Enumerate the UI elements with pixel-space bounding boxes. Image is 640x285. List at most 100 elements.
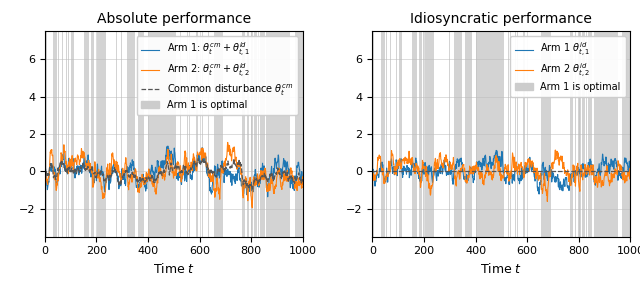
Bar bbox=[266, 31, 290, 237]
Arm 1 $\theta_{t,1}^{id}$ bbox=[570, 172, 578, 175]
Common disturbance $\theta_t^{cm}$ bbox=[252, 176, 260, 180]
Bar bbox=[372, 31, 374, 237]
Bar bbox=[84, 31, 90, 237]
Arm 2 $\theta_{t,2}^{id}$ bbox=[597, 180, 605, 183]
Arm 1: $\theta_t^{cm} + \theta_{t,1}^{id}$: (203, 0.176): $\theta_t^{cm} + \theta_{t,1}^{id}$: (20… bbox=[93, 166, 101, 170]
Arm 2: $\theta_t^{cm} + \theta_{t,2}^{id}$: (0, 0): $\theta_t^{cm} + \theta_{t,2}^{id}$: (0,… bbox=[41, 170, 49, 173]
Arm 2 $\theta_{t,2}^{id}$ bbox=[369, 170, 376, 173]
Arm 1: $\theta_t^{cm} + \theta_{t,1}^{id}$: (61, 0.322): $\theta_t^{cm} + \theta_{t,1}^{id}$: (61… bbox=[57, 164, 65, 167]
Arm 2: $\theta_t^{cm} + \theta_{t,2}^{id}$: (804, -1.95): $\theta_t^{cm} + \theta_{t,2}^{id}$: (80… bbox=[248, 206, 256, 209]
Bar bbox=[294, 31, 303, 237]
Bar bbox=[254, 31, 257, 237]
Common disturbance $\theta_t^{cm}$ bbox=[269, 179, 277, 182]
Bar bbox=[53, 31, 58, 237]
Bar bbox=[419, 31, 422, 237]
Legend: Arm 1 $\theta_{t,1}^{id}$, Arm 2 $\theta_{t,2}^{id}$, Arm 1 is optimal: Arm 1 $\theta_{t,1}^{id}$, Arm 2 $\theta… bbox=[510, 36, 625, 97]
Arm 1 $\theta_{t,1}^{id}$ bbox=[421, 164, 429, 167]
Bar bbox=[386, 31, 387, 237]
Line: Arm 1 $\theta_{t,1}^{id}$: Arm 1 $\theta_{t,1}^{id}$ bbox=[372, 150, 630, 194]
Arm 1 $\theta_{t,1}^{id}$ bbox=[614, 177, 622, 180]
Bar bbox=[465, 31, 472, 237]
Arm 1 $\theta_{t,1}^{id}$ bbox=[597, 168, 605, 171]
Bar bbox=[454, 31, 463, 237]
Bar bbox=[425, 31, 434, 237]
Bar bbox=[516, 31, 518, 237]
Bar bbox=[582, 31, 585, 237]
Bar bbox=[214, 31, 223, 237]
Arm 1: $\theta_t^{cm} + \theta_{t,1}^{id}$: (1e+03, -0.628): $\theta_t^{cm} + \theta_{t,1}^{id}$: (1e… bbox=[299, 181, 307, 185]
Legend: Arm 1: $\theta_t^{cm} + \theta_{t,1}^{id}$, Arm 2: $\theta_t^{cm} + \theta_{t,2}: Arm 1: $\theta_t^{cm} + \theta_{t,1}^{id… bbox=[136, 36, 298, 115]
Arm 1 $\theta_{t,1}^{id}$ bbox=[369, 170, 376, 173]
Title: Idiosyncratic performance: Idiosyncratic performance bbox=[410, 12, 593, 26]
Bar bbox=[97, 31, 106, 237]
Bar bbox=[541, 31, 551, 237]
Bar bbox=[508, 31, 509, 237]
Bar bbox=[412, 31, 417, 237]
Bar bbox=[570, 31, 573, 237]
Bar bbox=[182, 31, 183, 237]
Bar bbox=[92, 31, 94, 237]
Bar bbox=[524, 31, 525, 237]
Arm 2 $\theta_{t,2}^{id}$ bbox=[385, 169, 392, 173]
Bar bbox=[243, 31, 245, 237]
Arm 1: $\theta_t^{cm} + \theta_{t,1}^{id}$: (864, -1.37): $\theta_t^{cm} + \theta_{t,1}^{id}$: (86… bbox=[264, 195, 271, 198]
Arm 1 $\theta_{t,1}^{id}$ bbox=[535, 192, 543, 196]
Arm 1: $\theta_t^{cm} + \theta_{t,1}^{id}$: (886, -0.398): $\theta_t^{cm} + \theta_{t,1}^{id}$: (88… bbox=[269, 177, 277, 180]
Bar bbox=[399, 31, 402, 237]
Bar bbox=[148, 31, 177, 237]
Bar bbox=[529, 31, 531, 237]
Bar bbox=[247, 31, 249, 237]
Arm 2: $\theta_t^{cm} + \theta_{t,2}^{id}$: (818, -0.46): $\theta_t^{cm} + \theta_{t,2}^{id}$: (81… bbox=[252, 178, 260, 182]
Bar bbox=[579, 31, 580, 237]
Common disturbance $\theta_t^{cm}$ bbox=[287, 176, 294, 180]
Line: Arm 1: $\theta_t^{cm} + \theta_{t,1}^{id}$: Arm 1: $\theta_t^{cm} + \theta_{t,1}^{id… bbox=[45, 146, 303, 197]
Arm 2: $\theta_t^{cm} + \theta_{t,2}^{id}$: (61, 0.449): $\theta_t^{cm} + \theta_{t,2}^{id}$: (61… bbox=[57, 161, 65, 165]
Line: Arm 2: $\theta_t^{cm} + \theta_{t,2}^{id}$: Arm 2: $\theta_t^{cm} + \theta_{t,2}^{id… bbox=[45, 142, 303, 208]
Line: Common disturbance $\theta_t^{cm}$: Common disturbance $\theta_t^{cm}$ bbox=[45, 158, 303, 189]
Arm 1: $\theta_t^{cm} + \theta_{t,1}^{id}$: (817, -0.12): $\theta_t^{cm} + \theta_{t,1}^{id}$: (81… bbox=[252, 172, 259, 175]
Bar bbox=[251, 31, 253, 237]
Bar bbox=[588, 31, 593, 237]
Arm 2 $\theta_{t,2}^{id}$ bbox=[614, 160, 622, 163]
Common disturbance $\theta_t^{cm}$ bbox=[230, 157, 237, 160]
Arm 2: $\theta_t^{cm} + \theta_{t,2}^{id}$: (953, 0.181): $\theta_t^{cm} + \theta_{t,2}^{id}$: (95… bbox=[287, 166, 294, 170]
Bar bbox=[622, 31, 630, 237]
Common disturbance $\theta_t^{cm}$ bbox=[41, 170, 49, 173]
Arm 2: $\theta_t^{cm} + \theta_{t,2}^{id}$: (1e+03, -0.68): $\theta_t^{cm} + \theta_{t,2}^{id}$: (1e… bbox=[299, 182, 307, 186]
Bar bbox=[58, 31, 60, 237]
Arm 2: $\theta_t^{cm} + \theta_{t,2}^{id}$: (886, -1.04): $\theta_t^{cm} + \theta_{t,2}^{id}$: (88… bbox=[269, 189, 277, 192]
Bar bbox=[449, 31, 450, 237]
Bar bbox=[71, 31, 74, 237]
Arm 2: $\theta_t^{cm} + \theta_{t,2}^{id}$: (709, 1.55): $\theta_t^{cm} + \theta_{t,2}^{id}$: (70… bbox=[224, 141, 232, 144]
Common disturbance $\theta_t^{cm}$ bbox=[242, 180, 250, 183]
Bar bbox=[202, 31, 203, 237]
Bar bbox=[476, 31, 504, 237]
Bar bbox=[381, 31, 385, 237]
Arm 1: $\theta_t^{cm} + \theta_{t,1}^{id}$: (953, -0.762): $\theta_t^{cm} + \theta_{t,1}^{id}$: (95… bbox=[287, 184, 294, 187]
Arm 2 $\theta_{t,2}^{id}$ bbox=[552, 148, 559, 152]
Arm 1: $\theta_t^{cm} + \theta_{t,1}^{id}$: (0, 0): $\theta_t^{cm} + \theta_{t,1}^{id}$: (0,… bbox=[41, 170, 49, 173]
Bar bbox=[396, 31, 397, 237]
Line: Arm 2 $\theta_{t,2}^{id}$: Arm 2 $\theta_{t,2}^{id}$ bbox=[372, 150, 630, 201]
Bar bbox=[510, 31, 511, 237]
X-axis label: Time $t$: Time $t$ bbox=[480, 262, 522, 276]
Common disturbance $\theta_t^{cm}$ bbox=[248, 187, 256, 191]
Bar bbox=[127, 31, 135, 237]
Arm 2 $\theta_{t,2}^{id}$ bbox=[627, 172, 634, 176]
Common disturbance $\theta_t^{cm}$ bbox=[299, 180, 307, 183]
Arm 2: $\theta_t^{cm} + \theta_{t,2}^{id}$: (780, -0.489): $\theta_t^{cm} + \theta_{t,2}^{id}$: (78… bbox=[242, 179, 250, 182]
Arm 1: $\theta_t^{cm} + \theta_{t,1}^{id}$: (780, -0.443): $\theta_t^{cm} + \theta_{t,1}^{id}$: (78… bbox=[242, 178, 250, 181]
Common disturbance $\theta_t^{cm}$ bbox=[57, 161, 65, 165]
Arm 1 $\theta_{t,1}^{id}$ bbox=[385, 172, 392, 175]
Bar bbox=[575, 31, 577, 237]
Arm 2 $\theta_{t,2}^{id}$ bbox=[580, 172, 588, 175]
Bar bbox=[260, 31, 265, 237]
Bar bbox=[45, 31, 47, 237]
Bar bbox=[138, 31, 145, 237]
X-axis label: Time $t$: Time $t$ bbox=[153, 262, 195, 276]
Bar bbox=[68, 31, 69, 237]
Bar bbox=[180, 31, 181, 237]
Bar bbox=[594, 31, 618, 237]
Arm 1 $\theta_{t,1}^{id}$ bbox=[627, 171, 634, 175]
Arm 2 $\theta_{t,2}^{id}$ bbox=[570, 169, 578, 173]
